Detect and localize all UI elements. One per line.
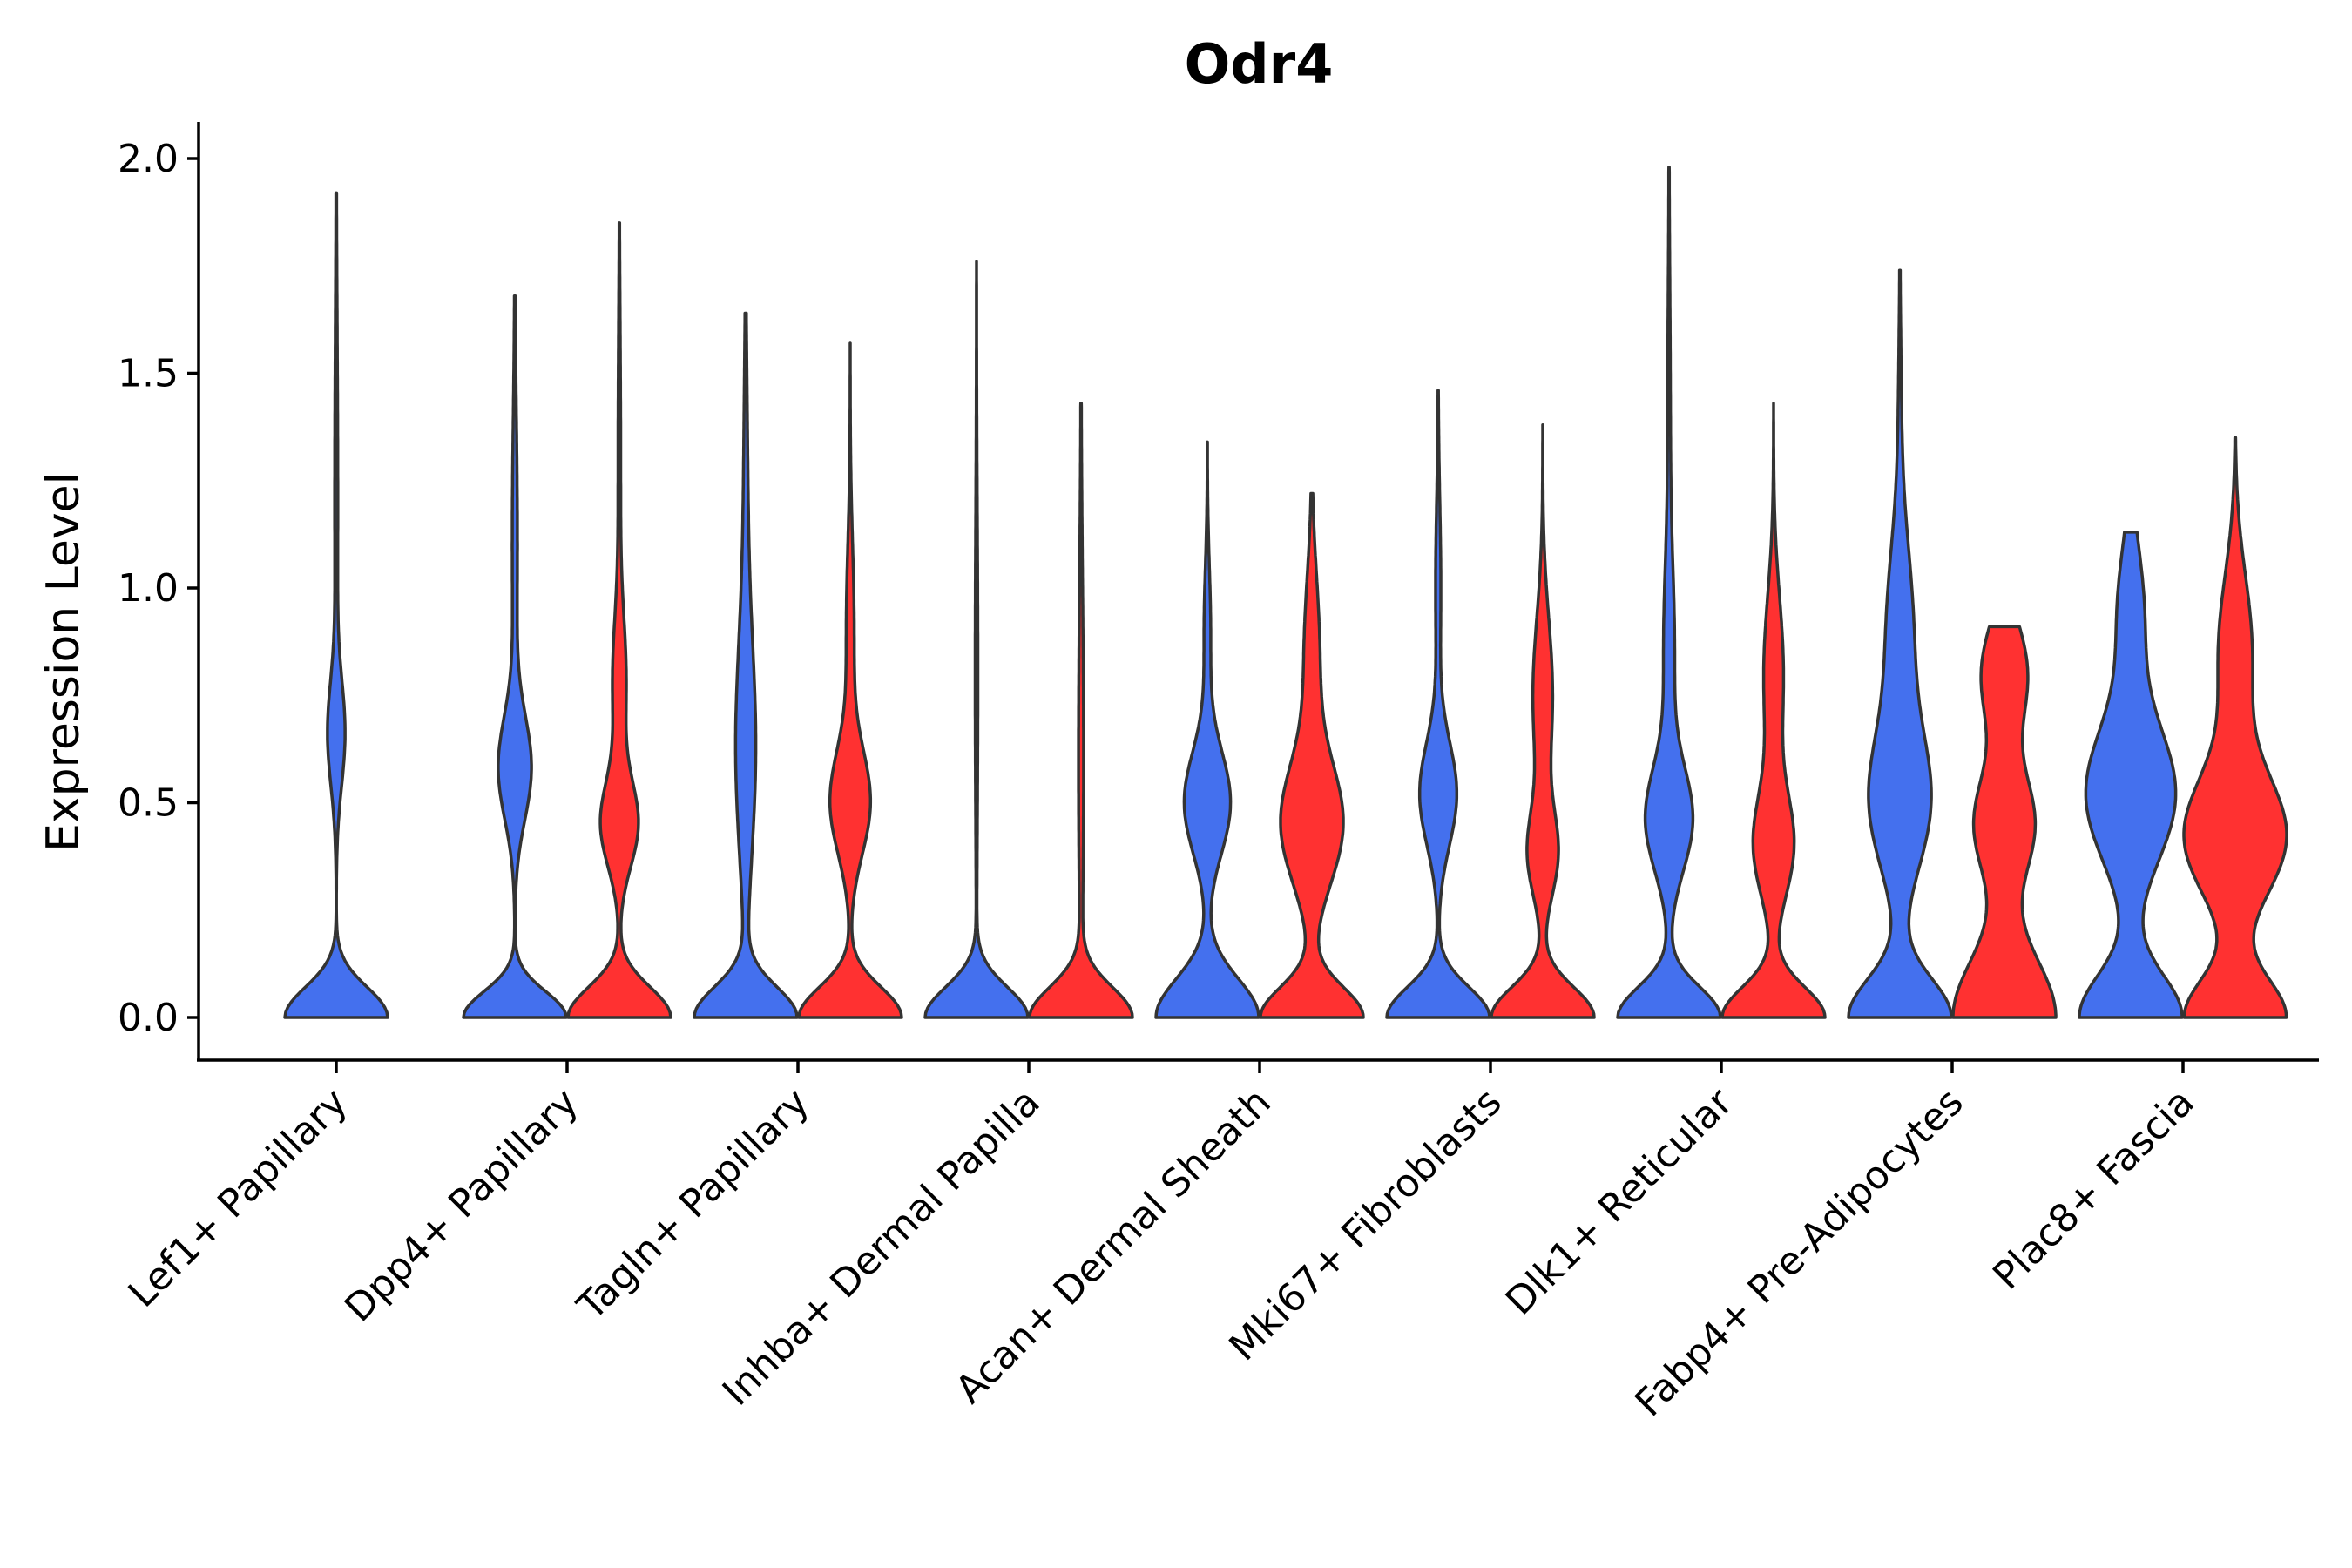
violin-group2 <box>1490 422 1596 1019</box>
violin-group1 <box>923 260 1030 1019</box>
x-category-label: Dlk1+ Reticular <box>1497 1079 1742 1324</box>
violin-group1 <box>1385 389 1491 1019</box>
y-tick-label: 0.5 <box>118 781 179 826</box>
x-category-label: Plac8+ Fascia <box>1984 1080 2203 1299</box>
violin-group1 <box>1616 166 1722 1019</box>
violin-group2 <box>1951 625 2058 1019</box>
y-tick-label: 2.0 <box>118 137 179 181</box>
violin-group1 <box>693 311 799 1019</box>
chart-title: Odr4 <box>1185 32 1334 96</box>
violin-group1 <box>462 294 568 1019</box>
y-ticks-group: 0.0 0.5 1.0 1.5 2.0 <box>118 137 199 1040</box>
violin-group1 <box>2078 531 2184 1019</box>
x-category-label: Tagln+ Papillary <box>569 1080 818 1329</box>
violin-group2 <box>1028 402 1134 1019</box>
x-category-label: Dpp4+ Papillary <box>336 1080 587 1331</box>
violin-group1 <box>283 191 389 1019</box>
y-axis-label: Expression Level <box>37 472 90 852</box>
x-category-label: Lef1+ Papillary <box>120 1080 356 1316</box>
violin-group2 <box>2182 436 2288 1019</box>
violin-group1 <box>1847 268 1953 1019</box>
violin-group2 <box>1259 491 1365 1019</box>
y-tick-label: 0.0 <box>118 996 179 1040</box>
y-tick-label: 1.5 <box>118 352 179 396</box>
violin-group2 <box>1720 402 1827 1019</box>
violin-group2 <box>797 341 903 1019</box>
y-tick-label: 1.0 <box>118 566 179 611</box>
violins-group <box>283 166 2288 1019</box>
violin-group2 <box>566 221 672 1019</box>
violin-group1 <box>1154 440 1260 1019</box>
